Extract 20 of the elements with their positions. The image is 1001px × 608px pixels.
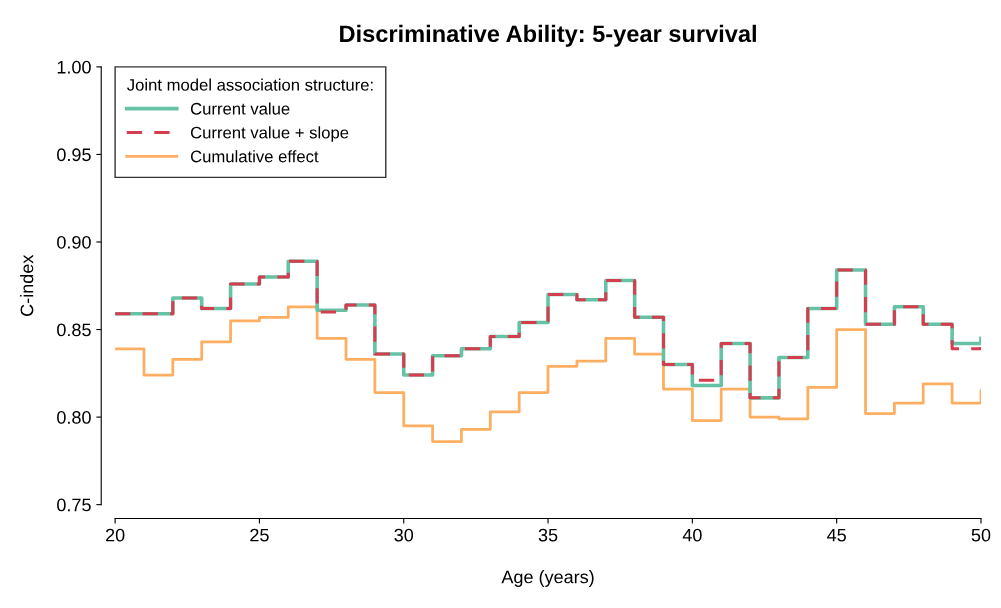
legend-label: Current value <box>190 102 290 115</box>
y-tick-label: 0.75 <box>57 498 91 512</box>
y-tick-label: 0.80 <box>57 411 91 424</box>
legend-title: Joint model association structure: <box>127 78 373 91</box>
y-axis-title: C-index <box>20 254 34 316</box>
x-tick-label: 40 <box>682 528 702 542</box>
y-tick-label: 0.95 <box>57 148 91 162</box>
y-tick-label: 0.90 <box>57 235 91 249</box>
x-tick-label: 20 <box>105 528 125 542</box>
x-tick-label: 25 <box>250 528 269 542</box>
legend-label: Cumulative effect <box>190 150 319 163</box>
x-tick-label: 50 <box>971 528 991 542</box>
x-axis-title: Age (years) <box>501 570 594 587</box>
x-tick-label: 30 <box>394 528 414 542</box>
y-tick-label: 1.00 <box>57 60 91 74</box>
y-tick-label: 0.85 <box>57 323 91 337</box>
chart-title: Discriminative Ability: 5-year survival <box>340 24 756 47</box>
legend-label: Current value + slope <box>190 126 349 142</box>
x-tick-label: 35 <box>538 528 558 542</box>
x-tick-label: 45 <box>827 528 846 542</box>
